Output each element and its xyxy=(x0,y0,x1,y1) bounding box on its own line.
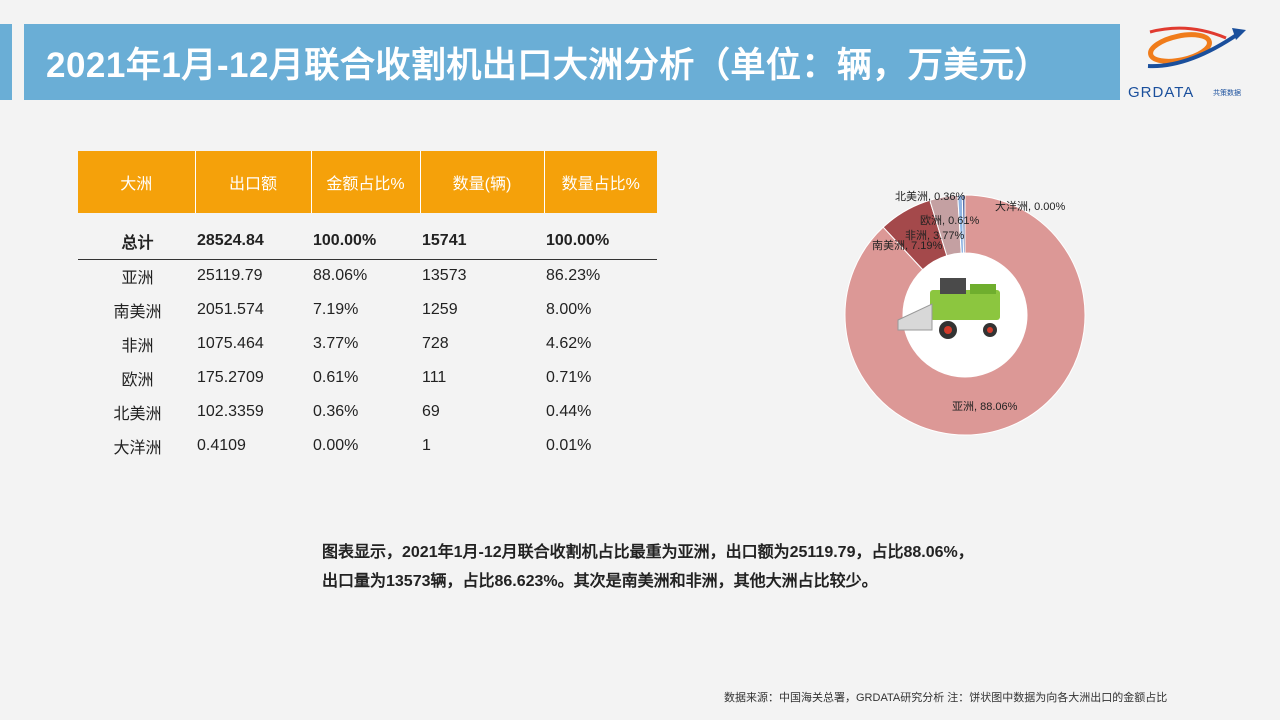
logo-brand-text: GRDATA xyxy=(1128,84,1195,101)
donut-chart: 亚洲, 88.06% 南美洲, 7.19% 非洲, 3.77% 欧洲, 0.61% 北美… xyxy=(820,180,1110,460)
table-cell: 0.00% xyxy=(313,437,359,454)
table-cell: 欧洲 xyxy=(121,372,154,389)
table-total-row: 总计 28524.84 100.00% 15741 100.00% xyxy=(78,223,657,260)
slice-label-0: 亚洲, 88.06% xyxy=(952,401,1018,413)
table-cell: 86.23% xyxy=(546,267,601,285)
table-cell: 1259 xyxy=(422,301,458,318)
table-cell: 28524.84 xyxy=(195,223,311,260)
table-cell: 非洲 xyxy=(121,338,154,355)
table-cell: 0.71% xyxy=(546,369,592,386)
table-cell: 亚洲 xyxy=(121,270,154,288)
summary-text: 图表显示，2021年1月-12月联合收割机占比最重为亚洲，出口额为25119.7… xyxy=(322,544,974,590)
slice-label-5: 大洋洲, 0.00% xyxy=(995,199,1066,213)
logo-brand-cn-text: 共策数据 xyxy=(1213,90,1241,97)
table-row: 北美洲 102.3359 0.36% 69 0.44% xyxy=(78,395,657,429)
pie-slice-0 xyxy=(844,194,1086,436)
table-cell: 88.06% xyxy=(313,267,368,285)
table-cell: 大洋洲 xyxy=(113,440,162,457)
slice-label-3: 欧洲, 0.61% xyxy=(920,214,980,227)
table-cell: 总计 xyxy=(78,223,195,260)
source-note: 数据来源：中国海关总署，GRDATA研究分析 注：饼状图中数据为向各大洲出口的金… xyxy=(724,692,1168,704)
table-cell: 728 xyxy=(422,335,449,352)
table-cell: 102.3359 xyxy=(197,403,264,420)
page-title: 2021年1月-12月联合收割机出口大洲分析（单位：辆，万美元） xyxy=(46,45,1050,85)
header-value-share: 金额占比% xyxy=(311,151,421,213)
table-cell: 1 xyxy=(422,437,431,454)
table-cell: 0.36% xyxy=(313,403,359,420)
combine-harvester-icon xyxy=(897,278,1000,339)
slice-label-4: 北美洲, 0.36% xyxy=(895,190,966,203)
table-cell: 15741 xyxy=(420,223,544,260)
title-accent-bar xyxy=(0,24,12,100)
table-row: 亚洲 25119.79 88.06% 13573 86.23% xyxy=(78,259,657,293)
table-cell: 100.00% xyxy=(544,223,657,260)
table-cell: 0.44% xyxy=(546,403,592,420)
table-header-row: 大洲 出口额 金额占比% 数量(辆) 数量占比% xyxy=(78,151,657,213)
table-cell: 2051.574 xyxy=(197,301,264,318)
table-cell: 1075.464 xyxy=(197,335,264,352)
table-row: 非洲 1075.464 3.77% 728 4.62% xyxy=(78,327,657,361)
grdata-logo: GRDATA 共策数据 xyxy=(1128,18,1262,104)
header-quantity: 数量(辆) xyxy=(420,151,545,213)
table-cell: 北美洲 xyxy=(113,406,162,423)
table-cell: 13573 xyxy=(422,267,467,285)
table-cell: 0.4109 xyxy=(197,437,246,454)
slice-label-1: 南美洲, 7.19% xyxy=(872,239,943,252)
slice-label-2: 非洲, 3.77% xyxy=(905,229,965,242)
table-cell: 69 xyxy=(422,403,440,420)
table-cell: 0.61% xyxy=(313,369,359,386)
table-cell: 南美洲 xyxy=(113,304,162,321)
table-row: 南美洲 2051.574 7.19% 1259 8.00% xyxy=(78,293,657,327)
donut-chart-svg: 亚洲, 88.06% 南美洲, 7.19%非洲, 3.77% 欧洲, 0.61% 北美… xyxy=(844,190,1086,436)
table-cell: 0.01% xyxy=(546,437,592,454)
table-cell: 111 xyxy=(422,369,447,386)
table-cell: 25119.79 xyxy=(197,267,263,285)
table-cell: 7.19% xyxy=(313,301,359,318)
table-cell: 3.77% xyxy=(313,335,359,352)
table-cell: 175.2709 xyxy=(197,369,264,386)
header-continent: 大洲 xyxy=(78,151,196,213)
header-export-value: 出口额 xyxy=(195,151,312,213)
table-cell: 4.62% xyxy=(546,335,592,352)
table-row: 欧洲 175.2709 0.61% 111 0.71% xyxy=(78,361,657,395)
title-bar: 2021年1月-12月联合收割机出口大洲分析（单位：辆，万美元） xyxy=(24,24,1120,100)
table-cell: 8.00% xyxy=(546,301,592,318)
table-cell: 100.00% xyxy=(311,223,420,260)
header-quantity-share: 数量占比% xyxy=(544,151,657,213)
export-table: 大洲 出口额 金额占比% 数量(辆) 数量占比% 总计 28524.84 100… xyxy=(78,151,657,463)
table-row: 大洋洲 0.4109 0.00% 1 0.01% xyxy=(78,429,657,463)
